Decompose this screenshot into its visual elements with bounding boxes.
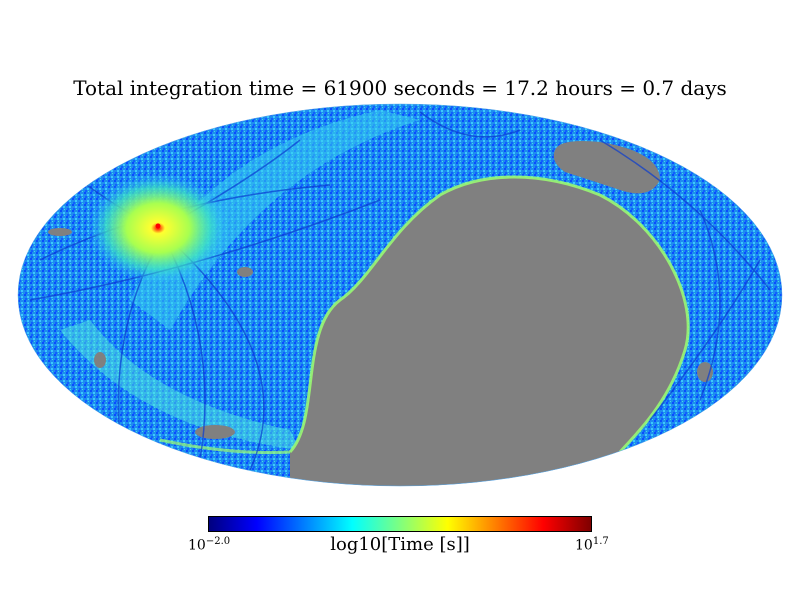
unobserved-patch [94, 352, 106, 368]
unobserved-patch [237, 267, 253, 277]
peak-marker [155, 223, 161, 229]
colorbar-label: log10[Time [s]] [330, 534, 470, 555]
unobserved-patch [195, 425, 235, 439]
coverage-swath [130, 110, 420, 330]
unobserved-patch [553, 141, 660, 194]
unobserved-patch [48, 228, 72, 236]
coverage-edge [159, 438, 291, 454]
coverage-swath [60, 320, 300, 450]
colorbar [208, 516, 592, 532]
plot-title: Total integration time = 61900 seconds =… [73, 76, 727, 100]
colorbar-max-label: 101.7 [575, 536, 609, 554]
colorbar-min-label: 10−2.0 [188, 536, 231, 554]
coverage-edge [288, 175, 690, 454]
map-outline [17, 103, 783, 487]
colorbar-gradient [209, 517, 591, 531]
unobserved-patch [697, 362, 713, 382]
unobserved-region [290, 177, 689, 486]
